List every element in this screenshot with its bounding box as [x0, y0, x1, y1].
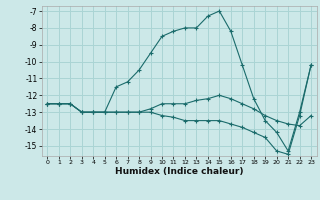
X-axis label: Humidex (Indice chaleur): Humidex (Indice chaleur)	[115, 167, 244, 176]
